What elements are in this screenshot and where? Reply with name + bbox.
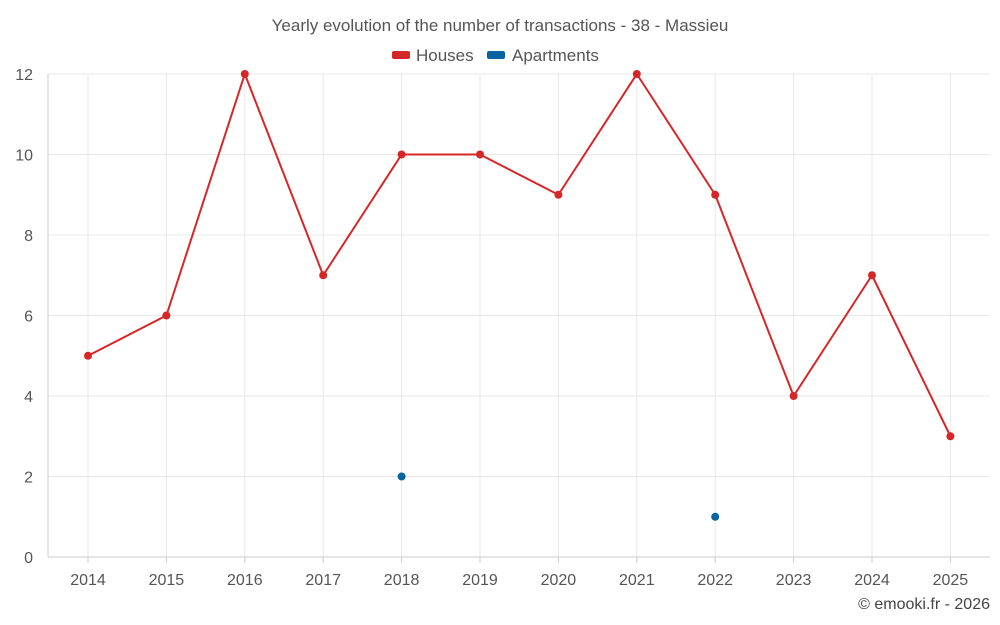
data-point-houses[interactable] — [240, 70, 249, 78]
x-tick-label: 2024 — [854, 572, 890, 589]
data-point-apartments[interactable] — [711, 512, 720, 521]
legend[interactable]: Houses Apartments — [392, 46, 599, 65]
x-tick-label: 2020 — [541, 572, 577, 589]
y-tick-label: 10 — [15, 148, 33, 165]
credit-text: © emooki.fr - 2026 — [858, 596, 990, 613]
x-tick-label: 2023 — [776, 572, 812, 589]
data-point-houses[interactable] — [84, 351, 92, 360]
legend-item-houses[interactable]: Houses — [392, 46, 474, 65]
series-houses — [84, 70, 955, 441]
x-tick-label: 2025 — [933, 572, 969, 589]
y-tick-label: 2 — [24, 470, 33, 487]
y-tick-label: 4 — [24, 389, 33, 406]
x-tick-label: 2018 — [384, 572, 420, 589]
y-tick-label: 6 — [24, 309, 33, 326]
data-point-houses[interactable] — [868, 271, 876, 280]
series-line-houses — [87, 73, 952, 437]
data-point-houses[interactable] — [554, 190, 563, 199]
x-tick-label: 2017 — [305, 572, 341, 589]
data-point-houses[interactable] — [162, 311, 171, 320]
legend-label-houses: Houses — [416, 46, 474, 65]
legend-label-apartments: Apartments — [512, 46, 599, 65]
series-apartments — [397, 472, 720, 521]
x-tick-label: 2019 — [462, 572, 498, 589]
data-point-houses[interactable] — [397, 150, 406, 159]
chart-title: Yearly evolution of the number of transa… — [272, 16, 729, 35]
y-tick-label: 8 — [24, 228, 33, 245]
x-tick-label: 2014 — [70, 572, 106, 589]
y-tick-label: 12 — [15, 67, 33, 84]
axes: 0 2 4 6 8 10 12 2014 2015 2016 2017 2018 2019 2020 202… — [15, 67, 990, 589]
data-point-houses[interactable] — [711, 190, 720, 199]
series — [84, 70, 955, 521]
x-tick-label: 2022 — [697, 572, 733, 589]
data-point-houses[interactable] — [632, 70, 641, 78]
grid — [48, 73, 990, 557]
legend-swatch-houses — [392, 51, 410, 59]
legend-item-apartments[interactable]: Apartments — [487, 46, 599, 65]
y-tick-label: 0 — [24, 550, 33, 567]
x-tick-label: 2015 — [149, 572, 185, 589]
data-point-houses[interactable] — [476, 150, 484, 159]
x-tick-label: 2016 — [227, 572, 263, 589]
data-point-houses[interactable] — [319, 271, 328, 280]
x-tick-label: 2021 — [619, 572, 655, 589]
legend-swatch-apartments — [487, 51, 505, 59]
data-point-houses[interactable] — [946, 432, 955, 441]
data-point-apartments[interactable] — [397, 472, 406, 481]
data-point-houses[interactable] — [789, 392, 798, 400]
